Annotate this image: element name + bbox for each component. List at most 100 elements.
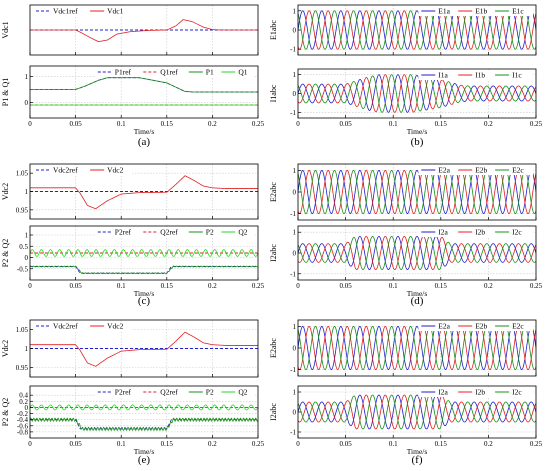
y-tick-label: 1 [293,7,297,15]
y-axis-label: P2 & Q2 [1,239,10,267]
y-tick-label: 1 [25,345,29,353]
x-tick-label: 0.15 [435,120,448,128]
x-axis-label: Time/s [134,447,155,456]
subplot-4-1: -1 0 1 E2abc E2a E2b E2c [269,163,537,221]
y-tick-label: 1 [293,71,297,79]
series-line-e1c [298,10,536,50]
series-line-q2 [30,404,258,411]
x-tick-label: 0 [28,282,32,290]
series-line-q2 [30,249,258,257]
x-tick-label: 0.05 [69,440,82,448]
legend-entry-label: Q1ref [160,68,178,77]
legend-entry-label: I2c [512,228,522,237]
series-line-i1c [298,74,536,113]
subplot-6-1: -1 0 1 E2abc E2a E2b E2c [269,319,537,377]
y-axis-label: P2 & Q2 [1,398,10,426]
legend-entry-label: E2b [475,166,487,175]
legend-entry-label: I2a [438,228,448,237]
subplot-3-1: 0.95 1 1.05 Vdc2 Vdc2ref Vdc2 [1,163,259,220]
subplot-5-2: -0.8-0.6-0.4-0.200.20.40 0.05 0.1 0.15 0.2 0.… [1,385,265,448]
x-axis-label: Time/s [134,289,155,298]
series-line-p2ref [30,266,258,274]
x-tick-label: 0.15 [161,282,174,290]
series-line-vdc2 [30,331,258,367]
y-tick-label: 0 [293,409,297,417]
panel-label: (c) [138,295,151,307]
y-tick-label: 0 [293,189,297,197]
x-tick-label: 0.25 [252,440,265,448]
series-line-p2 [30,265,258,275]
legend-entry-label: P2 [206,228,214,237]
legend-entry-label: P2 [206,388,214,397]
legend-entry-label: P2ref [115,388,132,397]
y-tick-label: 0 [293,345,297,353]
legend-entry-label: E1a [438,7,450,16]
y-tick-label: -0.2 [17,410,29,418]
x-tick-label: 0.25 [252,120,265,128]
x-tick-label: 0.05 [69,282,82,290]
x-tick-label: 0.2 [208,440,217,448]
panel-label: (f) [412,454,423,466]
legend-entry-label: Vdc2ref [53,322,78,331]
legend-entry-label: I2c [512,388,522,397]
legend-entry-label: Vdc2 [107,322,123,331]
y-axis-label: Vdc2 [1,340,10,357]
legend-entry-label: E2a [438,322,450,331]
y-axis-label: I1abc [269,84,278,102]
y-tick-label: 1 [293,389,297,397]
panel-label: (e) [138,454,151,466]
legend-entry-label: I2b [475,388,485,397]
legend-entry-label: I1b [475,71,485,80]
panel-label: (d) [411,295,424,307]
legend: Vdc1ref Vdc1 [33,6,133,16]
legend-entry-label: E1b [475,7,487,16]
legend: E1a E1b E1c [418,6,533,16]
y-tick-label: 1 [293,229,297,237]
series-line-p1ref [30,77,258,93]
axes-frame [29,4,259,56]
y-tick-label: -0.4 [17,416,29,424]
x-tick-label: 0.1 [389,120,398,128]
x-axis-label: Time/s [134,127,155,136]
x-tick-label: 0.25 [530,282,543,290]
y-tick-label: 0 [25,404,29,412]
x-tick-label: 0.05 [339,120,352,128]
series-line-p1 [30,77,258,93]
x-tick-label: 0.1 [389,282,398,290]
x-tick-label: 0.15 [161,440,174,448]
y-axis-label: I2abc [269,244,278,262]
series-line-i2c [298,235,536,271]
y-tick-label: 1 [25,188,29,196]
y-tick-label: -1 [290,270,296,278]
y-tick-label: 0 [25,254,29,262]
legend-entry-label: E2b [475,322,487,331]
x-tick-label: 0.1 [389,440,398,448]
x-axis-label: Time/s [407,127,428,136]
x-tick-label: 0.15 [435,282,448,290]
legend-entry-label: Q2 [238,388,247,397]
legend-entry-label: E2c [512,166,524,175]
series-line-e2c [298,170,536,214]
axes-frame [29,385,259,439]
y-axis-label: E2abc [269,338,278,358]
x-tick-label: 0.15 [435,440,448,448]
y-tick-label: 1 [293,323,297,331]
legend: Vdc2ref Vdc2 [33,321,133,331]
legend: I1a I1b I1c [418,70,533,80]
legend: E2a E2b E2c [418,165,533,175]
x-tick-label: 0.15 [161,120,174,128]
y-tick-label: -1 [290,109,296,117]
legend-entry-label: Q2 [238,228,247,237]
legend-entry-label: Q2ref [160,388,178,397]
x-tick-label: 0.2 [208,282,217,290]
legend-entry-label: Q2ref [160,228,178,237]
legend-entry-label: P1ref [115,68,132,77]
legend: I2a I2b I2c [418,387,533,397]
legend-entry-label: P2ref [115,228,132,237]
y-tick-label: 0.4 [19,392,28,400]
y-tick-label: -1 [290,366,296,374]
y-tick-label: 0.5 [19,243,28,251]
